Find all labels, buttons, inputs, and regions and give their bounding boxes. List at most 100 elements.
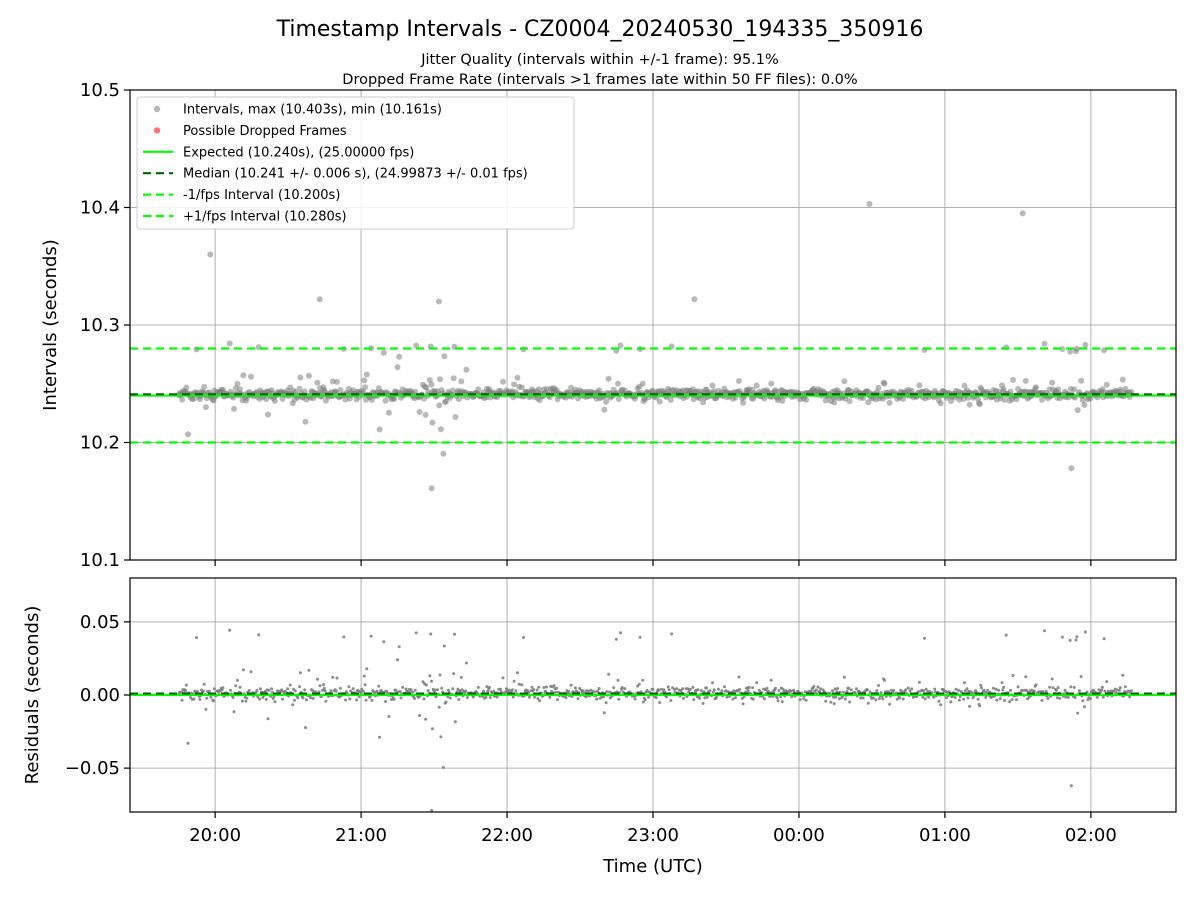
interval-point bbox=[422, 411, 429, 418]
residual-point bbox=[280, 688, 284, 692]
residual-point bbox=[331, 675, 335, 679]
residual-point bbox=[266, 717, 270, 721]
residual-point bbox=[398, 689, 402, 693]
residual-point bbox=[789, 689, 793, 693]
residual-point bbox=[638, 635, 642, 639]
interval-point bbox=[1055, 386, 1062, 393]
residual-point bbox=[387, 715, 391, 718]
residual-point bbox=[1063, 688, 1067, 692]
residual-point bbox=[192, 697, 196, 701]
residual-point bbox=[824, 699, 828, 703]
intervals-y-tick-label: 10.3 bbox=[80, 315, 120, 336]
residual-point bbox=[195, 689, 199, 693]
residuals-panel: −0.05 0.00 0.05 20:00 21:00 22:00 23:00 00:00 01… bbox=[65, 577, 1177, 846]
residual-point bbox=[911, 695, 915, 699]
legend-dropped-frames-marker bbox=[153, 127, 161, 134]
residual-point bbox=[359, 690, 363, 694]
residual-point bbox=[1001, 688, 1005, 692]
residual-point bbox=[321, 688, 324, 692]
residual-point bbox=[854, 687, 858, 691]
residual-point bbox=[889, 688, 893, 692]
interval-point bbox=[316, 296, 323, 303]
residual-point bbox=[311, 696, 315, 700]
residual-point bbox=[362, 674, 366, 678]
residual-point bbox=[249, 670, 253, 674]
residual-point bbox=[968, 704, 972, 708]
residual-point bbox=[994, 687, 998, 691]
residual-point bbox=[731, 697, 735, 701]
residual-point bbox=[424, 683, 428, 687]
residual-point bbox=[270, 687, 273, 691]
residual-point bbox=[641, 678, 645, 682]
residual-point bbox=[837, 697, 841, 701]
residual-point bbox=[258, 687, 262, 691]
residual-point bbox=[847, 686, 851, 690]
residual-point bbox=[453, 720, 457, 724]
residual-point bbox=[662, 688, 666, 692]
residual-point bbox=[487, 685, 491, 689]
interval-point bbox=[202, 404, 209, 411]
residual-point bbox=[1043, 629, 1046, 633]
residual-point bbox=[344, 698, 347, 702]
interval-point bbox=[1049, 379, 1056, 386]
legend-dropped-frames-label: Possible Dropped Frames bbox=[183, 124, 347, 139]
residual-point bbox=[567, 689, 571, 693]
residual-point bbox=[604, 701, 608, 705]
residual-point bbox=[544, 689, 548, 693]
interval-point bbox=[1071, 386, 1078, 393]
residual-point bbox=[774, 686, 777, 690]
residual-point bbox=[195, 636, 198, 640]
interval-point bbox=[458, 378, 465, 385]
residual-point bbox=[804, 698, 808, 702]
residual-point bbox=[966, 696, 970, 700]
residual-point bbox=[514, 689, 518, 693]
residual-point bbox=[930, 691, 934, 695]
residual-point bbox=[875, 689, 879, 693]
interval-point bbox=[900, 395, 907, 402]
residual-point bbox=[532, 688, 536, 692]
residuals-y-axis-label: Residuals (seconds) bbox=[22, 606, 43, 785]
residual-point bbox=[399, 696, 403, 700]
residual-point bbox=[318, 684, 322, 688]
intervals-y-tick-label: 10.2 bbox=[80, 433, 120, 454]
interval-point bbox=[207, 251, 214, 258]
residual-point bbox=[1102, 637, 1106, 641]
residual-point bbox=[180, 698, 184, 702]
residual-point bbox=[816, 685, 820, 689]
residual-point bbox=[322, 686, 326, 690]
residual-point bbox=[430, 809, 434, 812]
interval-point bbox=[500, 378, 506, 385]
residual-point bbox=[845, 690, 849, 693]
interval-point bbox=[1022, 377, 1029, 384]
x-axis-label: Time (UTC) bbox=[602, 856, 703, 877]
residual-point bbox=[617, 697, 621, 701]
residual-point bbox=[281, 697, 284, 701]
residual-point bbox=[703, 696, 707, 700]
residual-point bbox=[444, 700, 448, 704]
interval-point bbox=[881, 380, 888, 387]
residual-point bbox=[201, 689, 205, 693]
legend-intervals-marker bbox=[153, 105, 161, 113]
residual-point bbox=[1055, 696, 1059, 700]
residual-point bbox=[179, 690, 183, 694]
residual-point bbox=[238, 685, 242, 689]
residual-point bbox=[552, 684, 556, 688]
residual-point bbox=[234, 684, 238, 688]
residual-point bbox=[392, 697, 396, 701]
residual-point bbox=[859, 696, 863, 700]
residual-point bbox=[258, 697, 261, 701]
residual-point bbox=[486, 690, 490, 694]
interval-point bbox=[1074, 407, 1081, 414]
residual-point bbox=[991, 686, 995, 690]
residual-point bbox=[430, 727, 434, 731]
residual-point bbox=[832, 702, 836, 706]
interval-point bbox=[966, 401, 973, 408]
interval-point bbox=[440, 450, 447, 457]
residual-point bbox=[746, 689, 750, 693]
residual-point bbox=[1072, 685, 1076, 689]
residual-point bbox=[819, 687, 823, 691]
residual-point bbox=[209, 695, 213, 699]
residual-point bbox=[573, 686, 577, 690]
residual-point bbox=[384, 700, 387, 703]
residual-point bbox=[927, 695, 931, 699]
